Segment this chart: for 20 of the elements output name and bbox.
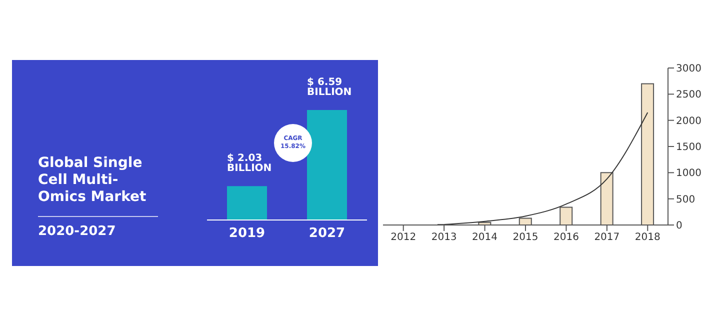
- y-tick-label: 1500: [676, 142, 702, 154]
- x-tick-label: 2019: [228, 226, 266, 242]
- x-tick-label: 2014: [472, 232, 498, 244]
- x-tick-label: 2015: [512, 232, 538, 244]
- y-tick-label: 3000: [676, 64, 702, 75]
- y-tick-label: 1000: [676, 168, 702, 180]
- y-tick-label: 0: [676, 220, 682, 232]
- data-label: $ 6.59 BILLION: [307, 77, 352, 98]
- y-tick-label: 2000: [676, 116, 702, 127]
- x-tick-label: 2027: [308, 226, 346, 242]
- x-tick-label: 2012: [390, 232, 416, 244]
- x-tick-label: 2018: [634, 232, 660, 244]
- text: Global Single Cell Multi-Omics Market: [38, 155, 148, 206]
- y-tick-label: 500: [676, 194, 696, 206]
- x-tick-label: 2013: [431, 232, 457, 244]
- x-tick-label: 2016: [553, 232, 579, 244]
- data-label: $ 2.03 BILLION: [227, 153, 272, 174]
- x-tick-label: 2017: [594, 232, 620, 244]
- text: 2020-2027: [38, 224, 116, 239]
- y-tick-label: 2500: [676, 90, 702, 101]
